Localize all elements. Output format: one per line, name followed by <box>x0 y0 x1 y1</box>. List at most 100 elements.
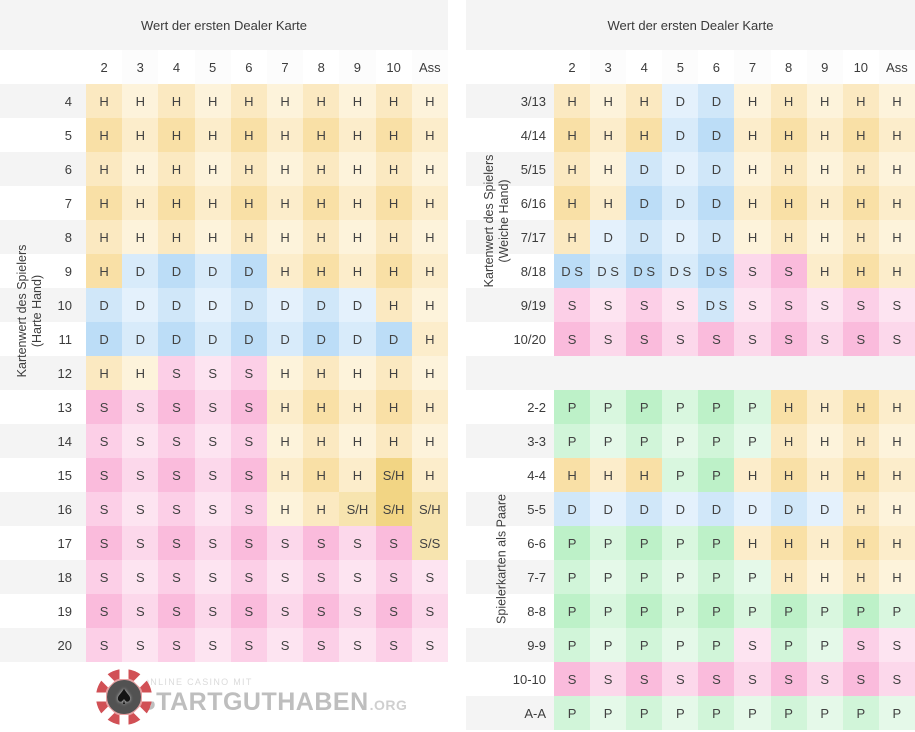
strategy-cell: P <box>806 594 843 628</box>
strategy-cell: H <box>375 390 412 424</box>
row-label: 3/13 <box>466 84 554 118</box>
strategy-cell: H <box>770 118 807 152</box>
strategy-cell: H <box>590 84 627 118</box>
strategy-cell: P <box>698 390 735 424</box>
column-header: 8 <box>784 59 793 75</box>
strategy-cell: D S <box>698 254 735 288</box>
strategy-cell: S <box>86 390 123 424</box>
strategy-cell: H <box>770 526 807 560</box>
strategy-cell: D <box>230 322 267 356</box>
strategy-cell: H <box>375 356 412 390</box>
table-row: 16 S S S S S H H S/H S/H S/H <box>0 492 448 526</box>
row-label: 14 <box>0 424 86 458</box>
strategy-cell: H <box>842 152 879 186</box>
row-label: 6-6 <box>527 535 546 551</box>
column-header-row: 2 3 4 5 6 7 8 9 10 Ass <box>0 50 448 84</box>
strategy-cell: D <box>554 492 591 526</box>
strategy-cell: S <box>194 526 231 560</box>
strategy-cell: S <box>770 288 807 322</box>
strategy-cell: S <box>842 322 879 356</box>
strategy-cell: S <box>122 628 159 662</box>
strategy-cell: H <box>842 84 879 118</box>
strategy-cell: S <box>698 662 735 696</box>
side-label-line: Kartenwert des Spielers <box>15 244 29 378</box>
strategy-cell: S <box>86 560 123 594</box>
strategy-cell: H <box>806 458 843 492</box>
row-label: 15 <box>57 467 72 483</box>
strategy-cell: H <box>806 186 843 220</box>
row-label: 9/19 <box>466 288 554 322</box>
strategy-cell: S <box>734 662 771 696</box>
brand-logo: ♠ ONLINE CASINO MIT STARTGUTHABEN .ORG <box>93 666 407 728</box>
column-header: Ass <box>418 59 441 75</box>
table-row: 5-5 D D D D D D D D H H <box>466 492 915 526</box>
strategy-cell: S <box>158 526 195 560</box>
strategy-cell: P <box>770 628 807 662</box>
strategy-cell: S <box>230 560 267 594</box>
strategy-cell: P <box>698 424 735 458</box>
strategy-cell: H <box>411 322 448 356</box>
strategy-cell: H <box>158 84 195 118</box>
strategy-cell: H <box>590 186 627 220</box>
table-row: A-A P P P P P P P P P P <box>466 696 915 730</box>
row-label: 11 <box>58 331 73 347</box>
strategy-cell: H <box>806 152 843 186</box>
strategy-cell: H <box>194 84 231 118</box>
strategy-cell: S <box>411 594 448 628</box>
strategy-cell: S <box>734 322 771 356</box>
row-label: 12 <box>0 356 86 390</box>
strategy-cell: H <box>411 254 448 288</box>
strategy-cell: S <box>590 288 627 322</box>
row-label: 8 <box>0 220 86 254</box>
strategy-cell: H <box>375 186 412 220</box>
row-label: 8/18 <box>520 263 546 279</box>
strategy-cell: H <box>806 254 843 288</box>
strategy-cell: S <box>878 322 915 356</box>
strategy-cell: D <box>339 288 376 322</box>
strategy-cell: S <box>662 322 699 356</box>
strategy-cell: H <box>842 118 879 152</box>
strategy-cell: P <box>590 390 627 424</box>
row-label: 9-9 <box>466 628 554 662</box>
strategy-cell: H <box>770 424 807 458</box>
strategy-cell: P <box>662 696 699 730</box>
strategy-cell: H <box>770 84 807 118</box>
strategy-cell: D <box>86 288 123 322</box>
strategy-cell: S <box>158 628 195 662</box>
strategy-cell: H <box>878 186 915 220</box>
strategy-cell: H <box>122 220 159 254</box>
strategy-cell: S <box>86 526 123 560</box>
strategy-cell: H <box>878 254 915 288</box>
table-row: 18 S S S S S S S S S S <box>0 560 448 594</box>
strategy-cell: H <box>86 254 123 288</box>
side-label-line: (Weiche Hand) <box>497 179 511 263</box>
dealer-card-header-band: Wert der ersten Dealer Karte <box>0 0 448 50</box>
column-header: 3 <box>604 59 612 75</box>
strategy-cell: H <box>303 492 340 526</box>
strategy-cell: S <box>230 526 267 560</box>
row-label: 2-2 <box>527 399 546 415</box>
strategy-cell: H <box>86 356 123 390</box>
row-label: 7-7 <box>466 560 554 594</box>
strategy-cell: H <box>842 220 879 254</box>
strategy-cell: D <box>698 186 735 220</box>
strategy-cell: D <box>86 322 123 356</box>
strategy-cell: H <box>339 152 376 186</box>
strategy-cell: H <box>734 526 771 560</box>
strategy-cell: H <box>842 254 879 288</box>
strategy-cell: S <box>626 662 663 696</box>
strategy-cell: S <box>86 424 123 458</box>
strategy-cell: D S <box>590 254 627 288</box>
table-row: 7/17 H D D D D H H H H H <box>466 220 915 254</box>
strategy-cell: H <box>411 288 448 322</box>
strategy-cell: H <box>339 424 376 458</box>
column-header: 4 <box>172 59 181 75</box>
strategy-cell: D <box>590 220 627 254</box>
strategy-cell: D S <box>626 254 663 288</box>
strategy-cell: S <box>122 458 159 492</box>
strategy-cell: P <box>878 594 915 628</box>
strategy-cell: D <box>698 84 735 118</box>
